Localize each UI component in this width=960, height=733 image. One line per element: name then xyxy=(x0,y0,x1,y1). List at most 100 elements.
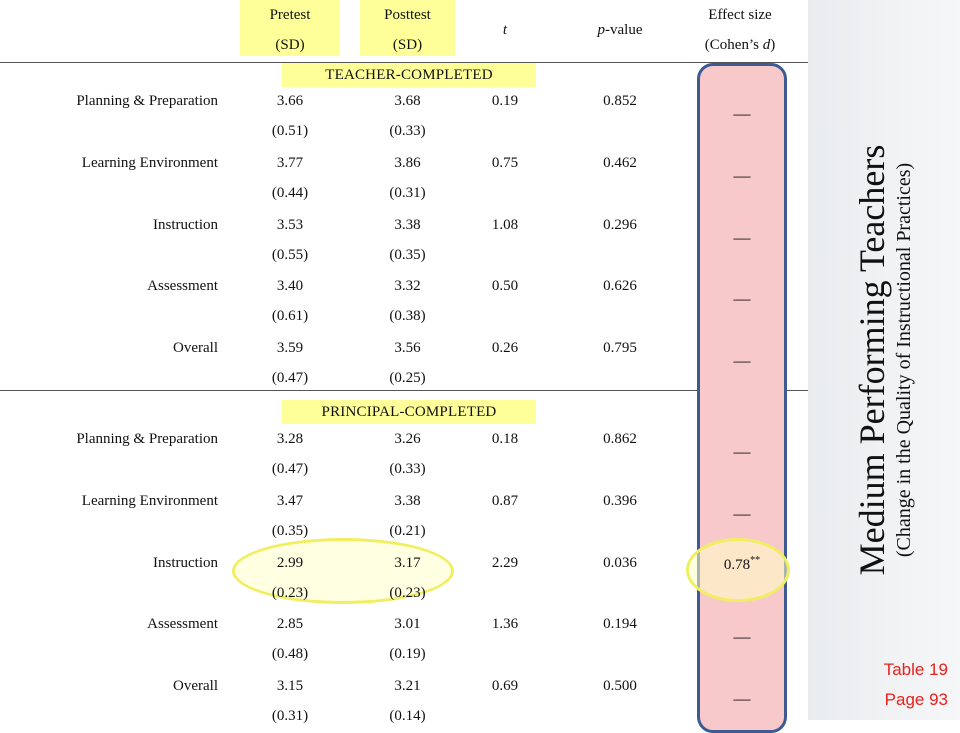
section-title-principal: PRINCIPAL-COMPLETED xyxy=(282,400,536,424)
pretest-sd: (0.47) xyxy=(271,370,309,386)
posttest-header-label: Posttest xyxy=(384,7,431,23)
pvalue-header: p-value xyxy=(597,22,643,38)
t-value: 2.29 xyxy=(491,555,519,571)
p-value: 0.036 xyxy=(603,555,637,571)
slide-title-block: Medium Performing Teachers (Change in th… xyxy=(852,145,916,576)
pretest-mean: 3.59 xyxy=(276,340,304,356)
p-value: 0.296 xyxy=(603,217,637,233)
pretest-posttest-circle-highlight xyxy=(232,538,454,604)
sidebar-panel xyxy=(808,0,960,720)
pretest-sd: (0.35) xyxy=(271,523,309,539)
p-value: 0.396 xyxy=(603,493,637,509)
t-value: 0.87 xyxy=(491,493,519,509)
posttest-mean: 3.86 xyxy=(394,155,421,171)
pretest-mean: 3.66 xyxy=(276,93,304,109)
effect-size-value: — xyxy=(733,627,751,646)
effect-size-header-cohens: (Cohen’s d) xyxy=(704,37,776,53)
pretest-sd: (0.47) xyxy=(271,461,309,477)
posttest-sd: (0.14) xyxy=(389,708,426,724)
t-value: 0.26 xyxy=(491,340,519,356)
pretest-sd: (0.48) xyxy=(271,646,309,662)
pretest-mean: 3.28 xyxy=(276,431,304,447)
t-value: 1.36 xyxy=(491,616,519,632)
p-value: 0.795 xyxy=(603,340,637,356)
row-label: Overall xyxy=(173,340,218,356)
effect-size-value: — xyxy=(733,166,751,185)
posttest-mean: 3.56 xyxy=(394,340,421,356)
p-value: 0.626 xyxy=(603,278,637,294)
effect-size-value: 0.78** xyxy=(723,555,761,573)
row-label: Instruction xyxy=(153,555,218,571)
pretest-mean: 3.77 xyxy=(276,155,304,171)
pretest-mean: 3.53 xyxy=(276,217,304,233)
effect-size-value: — xyxy=(733,104,751,123)
row-label: Overall xyxy=(173,678,218,694)
table-reference: Table 19 xyxy=(883,660,948,679)
posttest-mean: 3.38 xyxy=(394,217,421,233)
posttest-sd: (0.38) xyxy=(389,308,426,324)
t-header: t xyxy=(502,22,508,38)
effect-size-value: — xyxy=(733,289,751,308)
posttest-sd: (0.31) xyxy=(389,185,426,201)
posttest-mean: 3.17 xyxy=(394,555,421,571)
t-value: 0.19 xyxy=(491,93,519,109)
p-value: 0.852 xyxy=(603,93,637,109)
pretest-sd: (0.31) xyxy=(271,708,309,724)
pretest-mean: 3.40 xyxy=(276,278,304,294)
posttest-mean: 3.68 xyxy=(394,93,421,109)
pretest-mean: 2.99 xyxy=(276,555,304,571)
t-value: 0.18 xyxy=(491,431,519,447)
row-label: Assessment xyxy=(147,616,218,632)
effect-size-value: — xyxy=(733,504,751,523)
posttest-sd: (0.19) xyxy=(389,646,426,662)
pretest-header-sd: (SD) xyxy=(275,37,305,53)
posttest-mean: 3.01 xyxy=(394,616,421,632)
row-label: Instruction xyxy=(153,217,218,233)
posttest-sd: (0.33) xyxy=(389,461,426,477)
p-value: 0.500 xyxy=(603,678,637,694)
slide-title: Medium Performing Teachers xyxy=(852,144,892,576)
header-rule xyxy=(0,62,810,63)
pretest-mean: 2.85 xyxy=(276,616,304,632)
effect-size-value: — xyxy=(733,228,751,247)
pretest-header-label: Pretest xyxy=(269,7,311,23)
effect-size-header-label: Effect size xyxy=(708,7,772,23)
p-value: 0.462 xyxy=(603,155,637,171)
posttest-mean: 3.38 xyxy=(394,493,421,509)
posttest-mean: 3.21 xyxy=(394,678,421,694)
pretest-sd: (0.23) xyxy=(271,585,309,601)
pretest-sd: (0.61) xyxy=(271,308,309,324)
effect-size-value: — xyxy=(733,442,751,461)
pretest-header: Pretest (SD) xyxy=(240,0,340,60)
posttest-sd: (0.25) xyxy=(389,370,426,386)
p-value: 0.194 xyxy=(603,616,637,632)
row-label: Planning & Preparation xyxy=(76,431,218,447)
posttest-sd: (0.33) xyxy=(389,123,426,139)
section-divider-rule xyxy=(0,390,810,391)
row-label: Learning Environment xyxy=(81,493,218,509)
posttest-sd: (0.23) xyxy=(389,585,426,601)
posttest-header: Posttest (SD) xyxy=(360,0,455,60)
pretest-sd: (0.55) xyxy=(271,247,309,263)
section-title-teacher: TEACHER-COMPLETED xyxy=(282,63,536,87)
p-value: 0.862 xyxy=(603,431,637,447)
pretest-header-highlight xyxy=(240,0,340,56)
pretest-mean: 3.47 xyxy=(276,493,304,509)
pretest-sd: (0.44) xyxy=(271,185,309,201)
effect-size-circle-highlight xyxy=(686,538,790,602)
posttest-mean: 3.26 xyxy=(394,431,421,447)
t-value: 0.75 xyxy=(491,155,519,171)
t-value: 1.08 xyxy=(491,217,519,233)
t-value: 0.50 xyxy=(491,278,519,294)
row-label: Assessment xyxy=(147,278,218,294)
row-label: Learning Environment xyxy=(81,155,218,171)
posttest-header-sd: (SD) xyxy=(392,37,423,53)
pretest-sd: (0.51) xyxy=(271,123,309,139)
slide-subtitle: (Change in the Quality of Instructional … xyxy=(893,162,915,558)
effect-size-value: — xyxy=(733,351,751,370)
posttest-sd: (0.35) xyxy=(389,247,426,263)
row-label: Planning & Preparation xyxy=(76,93,218,109)
posttest-header-highlight xyxy=(360,0,455,56)
effect-size-header: Effect size (Cohen’s d) xyxy=(680,0,800,60)
effect-size-value: — xyxy=(733,689,751,708)
